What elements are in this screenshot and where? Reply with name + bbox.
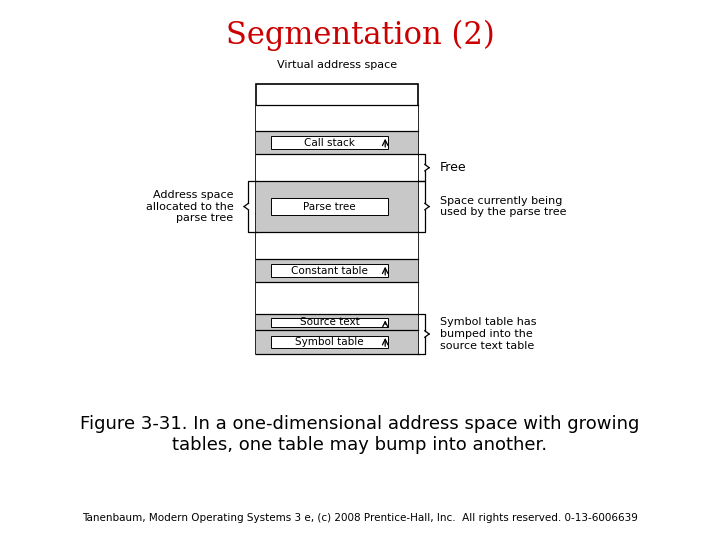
Text: Constant table: Constant table [291,266,368,276]
Bar [256,282,418,314]
Text: Free: Free [440,161,467,174]
Text: Figure 3-31. In a one-dimensional address space with growing: Figure 3-31. In a one-dimensional addres… [81,415,639,433]
Text: Tanenbaum, Modern Operating Systems 3 e, (c) 2008 Prentice-Hall, Inc.  All right: Tanenbaum, Modern Operating Systems 3 e,… [82,514,638,523]
Bar [256,330,418,354]
Bar [256,84,418,354]
Bar [256,259,418,282]
Text: Parse tree: Parse tree [303,201,356,212]
Bar [271,265,388,277]
Bar [256,154,418,181]
Bar [256,232,418,259]
Bar [256,105,418,131]
Bar [256,181,418,232]
Bar [271,336,388,348]
Text: tables, one table may bump into another.: tables, one table may bump into another. [172,436,548,455]
Text: Segmentation (2): Segmentation (2) [225,19,495,51]
Bar [271,137,388,149]
Bar [271,198,388,215]
Text: Symbol table: Symbol table [295,337,364,347]
Text: Call stack: Call stack [304,138,355,148]
Bar [271,318,388,327]
Text: Space currently being
used by the parse tree: Space currently being used by the parse … [440,195,567,217]
Text: Source text: Source text [300,318,359,327]
Bar [256,314,418,330]
Text: Symbol table has
bumped into the
source text table: Symbol table has bumped into the source … [440,318,536,350]
Bar [256,131,418,154]
Text: Virtual address space: Virtual address space [276,60,397,70]
Text: Address space
allocated to the
parse tree: Address space allocated to the parse tre… [145,190,233,223]
